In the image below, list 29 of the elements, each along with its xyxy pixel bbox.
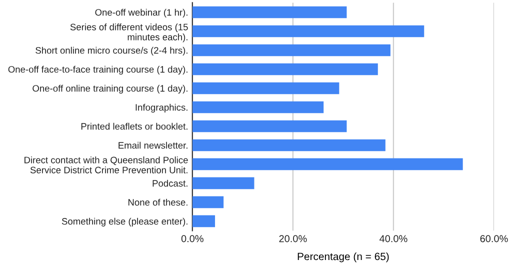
y-tick-label: Something else (please enter). xyxy=(62,218,188,226)
x-axis-title: Percentage (n = 65) xyxy=(298,252,389,262)
y-tick-label: One-off online training course (1 day). xyxy=(32,84,188,94)
y-tick-label: One-off webinar (1 hr). xyxy=(95,8,188,18)
bar xyxy=(192,25,424,38)
x-tick-label: 20.0% xyxy=(279,235,307,242)
bar xyxy=(192,120,347,132)
y-tick-label: Short online micro course/s (2-4 hrs). xyxy=(36,46,188,56)
x-tick-label: 40.0% xyxy=(380,235,408,242)
y-tick-label: Infographics. xyxy=(136,104,188,113)
bar xyxy=(192,139,386,152)
bar xyxy=(192,101,324,114)
bar xyxy=(192,63,378,76)
x-tick-label: 0.0% xyxy=(181,235,204,242)
bar xyxy=(192,6,347,18)
y-tick-label: Direct contact with a Queensland Police Service District Crime Prevention Unit. xyxy=(24,156,188,174)
y-tick-label: Series of different videos (15 minutes each). xyxy=(70,24,188,42)
bar xyxy=(192,44,390,56)
y-tick-label: Email newsletter. xyxy=(118,142,188,149)
bar xyxy=(192,82,340,94)
bar xyxy=(192,177,254,190)
x-tick-label: 60.0% xyxy=(480,235,508,242)
y-tick-label: Podcast. xyxy=(152,180,188,187)
bar xyxy=(192,196,224,208)
y-tick-label: Printed leaflets or booklet. xyxy=(81,122,188,130)
bar xyxy=(192,215,216,228)
y-tick-label: None of these. xyxy=(128,198,188,206)
bar xyxy=(192,158,463,170)
y-tick-label: One-off face-to-face training course (1 day). xyxy=(8,66,188,75)
